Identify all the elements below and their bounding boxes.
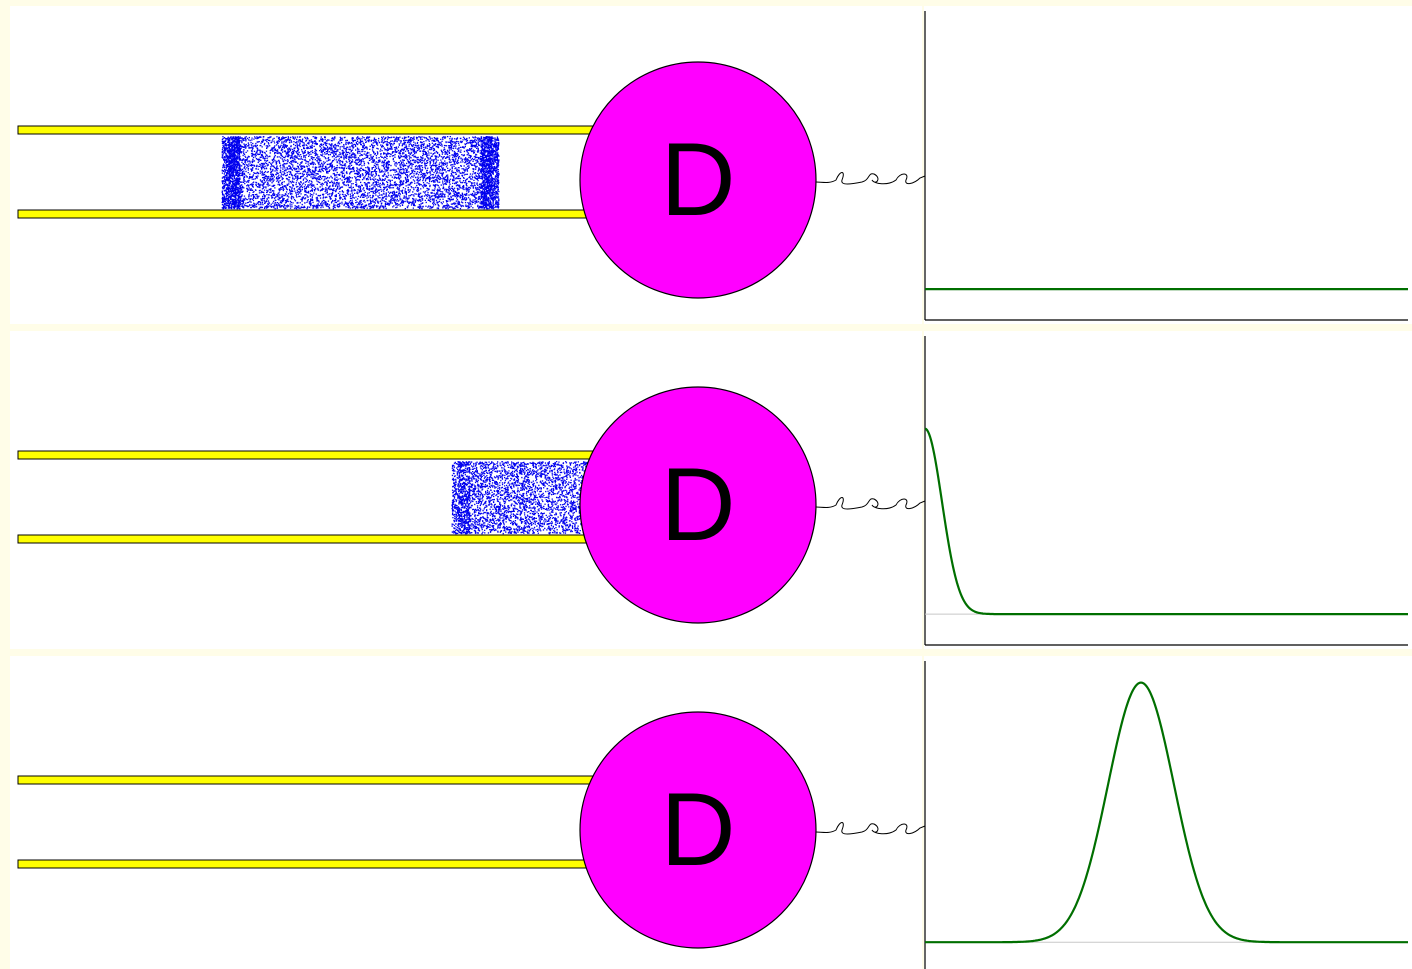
detector-circle-icon — [579, 386, 817, 624]
column-wall-upper — [17, 125, 601, 135]
stage-panel-entering-detector: D — [10, 331, 1412, 649]
signal-area-background — [924, 331, 1412, 649]
sample-particles — [221, 136, 500, 210]
detector-label: D — [660, 772, 735, 888]
signal-axes — [924, 336, 1408, 646]
column-wall-lower — [17, 859, 601, 869]
detector-label: D — [660, 447, 735, 563]
signal-axes — [924, 11, 1408, 321]
detector-circle-icon — [579, 61, 817, 299]
detector: D — [579, 61, 817, 299]
column-wall-lower — [17, 534, 601, 544]
detector-signal-trace — [924, 427, 1408, 616]
detector: D — [579, 386, 817, 624]
sample-band — [221, 136, 500, 210]
column-wall-upper — [17, 450, 601, 460]
detector-signal-trace — [925, 681, 1408, 944]
stage-panel-before-detector: D — [10, 6, 1412, 324]
signal-axes — [924, 661, 926, 969]
signal-area-background — [924, 656, 1412, 969]
detector-wire — [815, 172, 926, 185]
detector: D — [579, 711, 817, 949]
detector-label: D — [660, 122, 735, 238]
sample-band — [451, 461, 608, 535]
detector-wire — [815, 497, 926, 510]
stage-panel-after-detector: D — [10, 656, 1412, 969]
column-wall-upper — [17, 775, 601, 785]
sample-particles — [451, 461, 608, 535]
signal-area-background — [924, 6, 1412, 324]
column-wall-lower — [17, 209, 601, 219]
detector-circle-icon — [579, 711, 817, 949]
detector-wire — [815, 822, 926, 835]
